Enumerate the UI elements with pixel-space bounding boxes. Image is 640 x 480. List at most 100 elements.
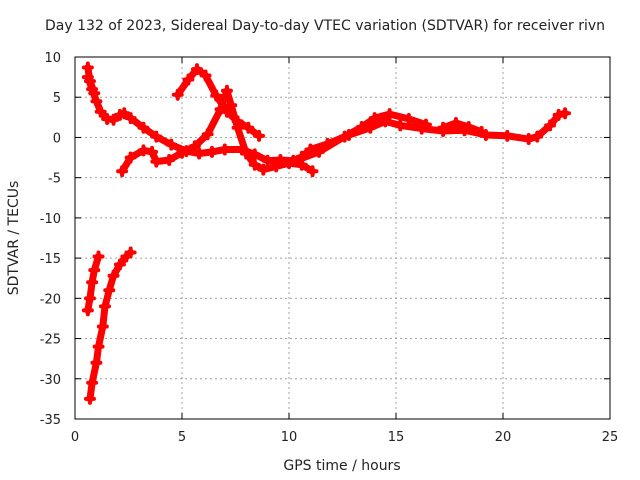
y-tick-label: -25 [40,333,61,348]
data-point [165,138,178,151]
data-point [150,155,163,168]
grid-lines [75,57,610,419]
data-point [88,264,101,277]
x-tick-label: 5 [178,430,186,445]
data-point [522,133,535,146]
data-point [368,112,381,125]
y-tick-label: -20 [40,292,61,307]
data-point [193,147,206,160]
data-point [253,129,266,142]
data-point [205,145,218,158]
data-point [98,300,111,313]
data-point [201,128,214,141]
data-point [437,121,450,134]
data-point [88,87,101,100]
data-point [218,143,231,156]
data-point [383,108,396,121]
data-point [150,130,163,143]
x-tick-label: 10 [281,430,298,445]
y-tick-label: -15 [40,252,61,267]
data-point [544,119,557,132]
data-point [261,154,274,167]
data-point [531,130,544,143]
data-point [248,148,261,161]
data-point [225,99,238,112]
data-point [124,112,137,125]
data-point [86,276,99,289]
data-point [306,165,319,178]
data-point [83,75,96,88]
data-point [559,107,572,120]
y-tick-label: -5 [48,172,61,187]
x-tick-label: 15 [388,430,405,445]
data-point [190,63,203,76]
y-tick-label: 0 [53,131,61,146]
data-point [83,292,96,305]
data-point [248,158,261,171]
data-point [231,115,244,128]
data-point [242,121,255,134]
data-point [449,116,462,129]
data-point [501,129,514,142]
data-point [96,320,109,333]
x-tick-label: 20 [495,430,512,445]
data-point [171,88,184,101]
data-point [81,61,94,74]
data-point [220,84,233,97]
data-point [94,105,107,118]
data-point [137,144,150,157]
chart-title: Day 132 of 2023, Sidereal Day-to-day VTE… [45,18,605,34]
data-point [124,151,137,164]
x-tick-label: 0 [71,430,79,445]
data-point [92,250,105,263]
data-point [210,89,223,102]
data-point [240,147,253,160]
data-point [176,146,188,159]
data-point [124,246,137,259]
data-point [419,118,432,131]
data-point [462,120,475,133]
data-point [90,356,103,369]
data-point [116,165,129,178]
series-arc-f [439,119,486,136]
data-series [81,61,572,405]
data-point [107,113,120,126]
data-point [270,160,283,173]
y-axis-label: SDTVAR / TECUs [6,181,22,296]
data-point [146,145,159,158]
data-point [86,376,99,389]
x-tick-label: 25 [602,430,619,445]
axis-ticks: 0 5 10 15 20 25 10 5 0 -5 -10 -15 -20 -25 -30 -35 [40,51,619,445]
data-point [475,125,488,138]
data-point [113,258,126,271]
data-point [402,112,415,125]
data-point [220,105,233,118]
data-point [118,107,131,120]
data-point [188,140,201,153]
data-point [163,153,176,166]
data-point [283,157,295,170]
data-point [137,121,150,134]
data-point [355,120,368,133]
data-point [92,340,105,353]
y-tick-label: 5 [53,91,61,106]
data-point [83,392,96,405]
data-point [338,130,351,143]
data-point [103,284,116,297]
data-point [182,73,195,86]
data-point [312,145,325,158]
x-axis-label: GPS time / hours [283,458,400,474]
y-tick-label: -35 [40,413,61,428]
data-point [107,269,120,282]
data-point [257,163,270,176]
data-point [90,95,103,108]
data-point [199,69,212,82]
y-tick-label: -30 [40,373,61,388]
plot-frame [74,56,611,420]
y-tick-label: -10 [40,212,61,227]
data-point [295,152,308,165]
y-tick-label: 10 [44,51,61,66]
data-point [81,304,94,317]
data-point [394,119,407,132]
